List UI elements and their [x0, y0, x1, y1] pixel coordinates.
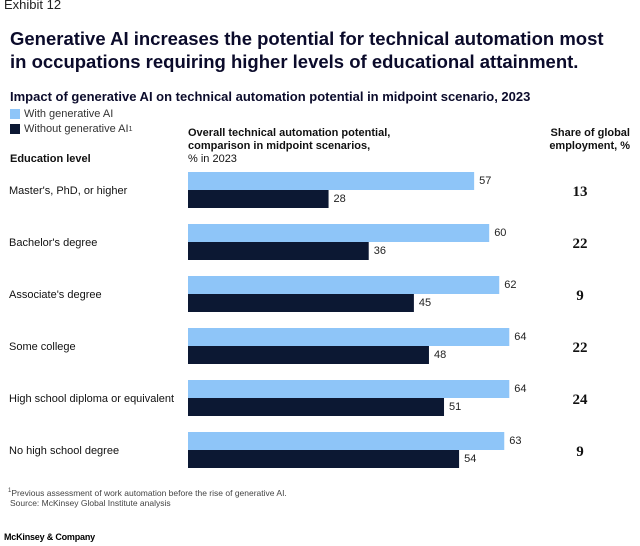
value-label-without-genai-4: 51 [449, 401, 461, 413]
value-axis-unit: % in 2023 [188, 153, 237, 165]
category-header: Education level [10, 153, 91, 165]
bar-without-genai-5 [188, 450, 460, 468]
category-label-1: Bachelor's degree [9, 237, 97, 249]
bar-with-genai-2 [188, 276, 500, 294]
value-label-without-genai-0: 28 [334, 193, 346, 205]
value-label-with-genai-3: 64 [514, 331, 526, 343]
headline: Generative AI increases the potential fo… [10, 28, 604, 72]
share-value-4: 24 [573, 392, 589, 408]
footnote-marker: 1 [8, 488, 12, 495]
footnote: 1Previous assessment of work automation … [8, 488, 287, 498]
legend-footnote-marker: 1 [128, 125, 133, 133]
footnote-text: Previous assessment of work automation b… [11, 488, 287, 498]
legend-item-without-genai: Without generative AI 1 [10, 123, 132, 135]
bar-without-genai-0 [188, 190, 329, 208]
bar-with-genai-4 [188, 380, 510, 398]
bar-without-genai-4 [188, 398, 445, 416]
share-column-header: Share of global employment, % [549, 127, 630, 152]
legend-item-with-genai: With generative AI [10, 108, 113, 120]
value-label-without-genai-1: 36 [374, 245, 386, 257]
bar-with-genai-0 [188, 172, 475, 190]
category-label-0: Master's, PhD, or higher [9, 185, 128, 197]
value-label-without-genai-3: 48 [434, 349, 446, 361]
category-label-5: No high school degree [9, 445, 119, 457]
value-label-with-genai-0: 57 [479, 175, 491, 187]
value-axis-header-text: Overall technical automation potential, … [188, 127, 391, 152]
share-value-0: 13 [573, 184, 588, 200]
bar-with-genai-3 [188, 328, 510, 346]
bar-without-genai-1 [188, 242, 369, 260]
bar-without-genai-2 [188, 294, 414, 312]
legend-swatch-without-genai [10, 124, 20, 134]
bar-with-genai-5 [188, 432, 505, 450]
value-label-with-genai-5: 63 [509, 435, 521, 447]
share-value-3: 22 [573, 340, 588, 356]
value-label-without-genai-2: 45 [419, 297, 431, 309]
category-label-4: High school diploma or equivalent [9, 393, 174, 405]
legend-label-with-genai: With generative AI [24, 108, 114, 120]
category-label-3: Some college [9, 341, 76, 353]
bar-without-genai-3 [188, 346, 429, 364]
value-label-with-genai-4: 64 [514, 383, 526, 395]
category-label-2: Associate's degree [9, 289, 102, 301]
exhibit-label: Exhibit 12 [4, 0, 62, 12]
value-label-without-genai-5: 54 [464, 453, 476, 465]
share-value-1: 22 [573, 236, 588, 252]
mckinsey-logo: McKinsey & Company [4, 532, 95, 542]
value-axis-header: Overall technical automation potential, … [188, 127, 418, 166]
legend-swatch-with-genai [10, 109, 20, 119]
bar-with-genai-1 [188, 224, 490, 242]
value-label-with-genai-1: 60 [494, 227, 506, 239]
source-note: Source: McKinsey Global Institute analys… [10, 498, 171, 508]
value-label-with-genai-2: 62 [504, 279, 516, 291]
share-value-5: 9 [576, 444, 584, 460]
chart-title: Impact of generative AI on technical aut… [10, 89, 531, 104]
legend-label-without-genai: Without generative AI [24, 123, 129, 135]
share-value-2: 9 [576, 288, 584, 304]
